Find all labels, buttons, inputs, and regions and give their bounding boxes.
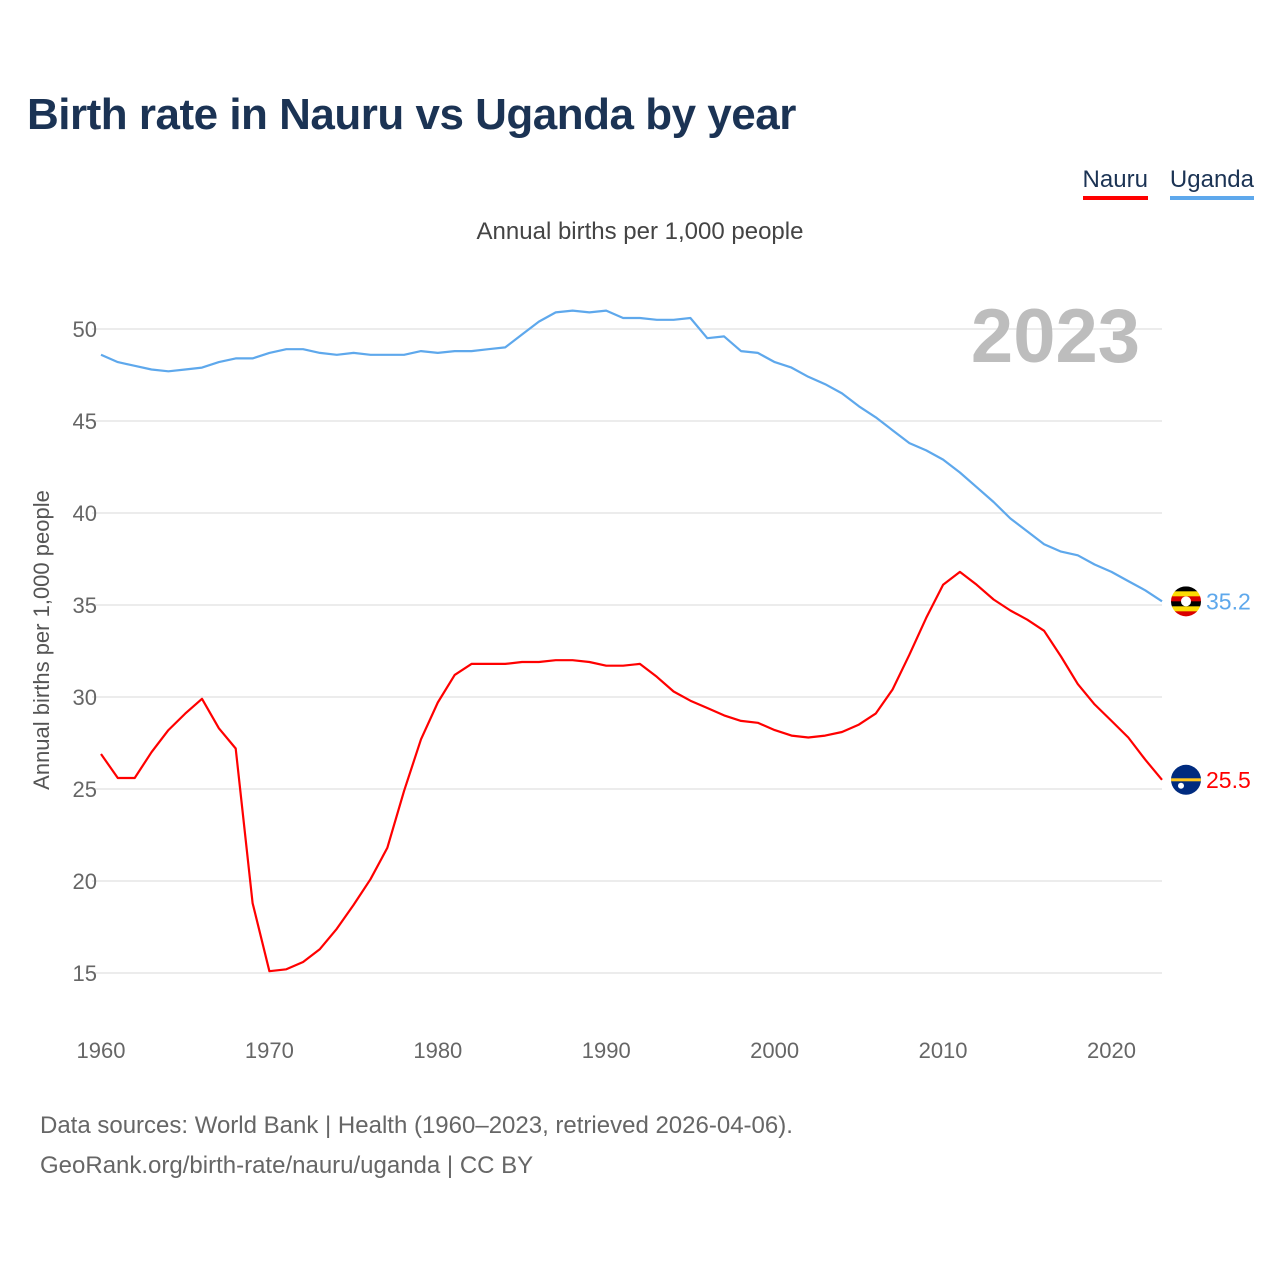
y-tick-label: 45 [73,409,97,434]
legend-item-nauru[interactable]: Nauru [1082,166,1148,200]
end-value-label-uganda: 35.2 [1206,588,1251,614]
end-value-label-nauru: 25.5 [1206,767,1251,793]
y-tick-label: 40 [73,501,97,526]
chart-title: Birth rate in Nauru vs Uganda by year [27,90,796,139]
y-tick-label: 35 [73,593,97,618]
x-tick-label: 2020 [1087,1038,1136,1063]
chart-subtitle: Annual births per 1,000 people [476,218,804,245]
source-link[interactable]: GeoRank.org/birth-rate/nauru/uganda | CC… [40,1152,534,1179]
y-tick-label: 25 [73,777,97,802]
x-tick-label: 1970 [245,1038,294,1063]
series-line-nauru [100,570,1163,973]
y-tick-label: 15 [73,961,97,986]
data-source: Data sources: World Bank | Health (1960–… [40,1112,793,1139]
year-watermark: 2023 [971,294,1140,379]
x-tick-label: 1960 [77,1038,126,1063]
x-tick-label: 1980 [413,1038,462,1063]
legend: Nauru Uganda [1082,166,1254,200]
y-tick-label: 50 [73,317,97,342]
y-tick-label: 20 [73,869,97,894]
nauru-flag-icon [1171,764,1201,795]
x-tick-label: 2000 [750,1038,799,1063]
x-tick-label: 1990 [582,1038,631,1063]
x-tick-label: 2010 [919,1038,968,1063]
uganda-flag-icon [1171,586,1201,617]
legend-item-uganda[interactable]: Uganda [1169,166,1254,200]
footer: Data sources: World Bank | Health (1960–… [40,1106,793,1186]
series-line-uganda [100,309,1163,603]
y-tick-label: 30 [73,685,97,710]
